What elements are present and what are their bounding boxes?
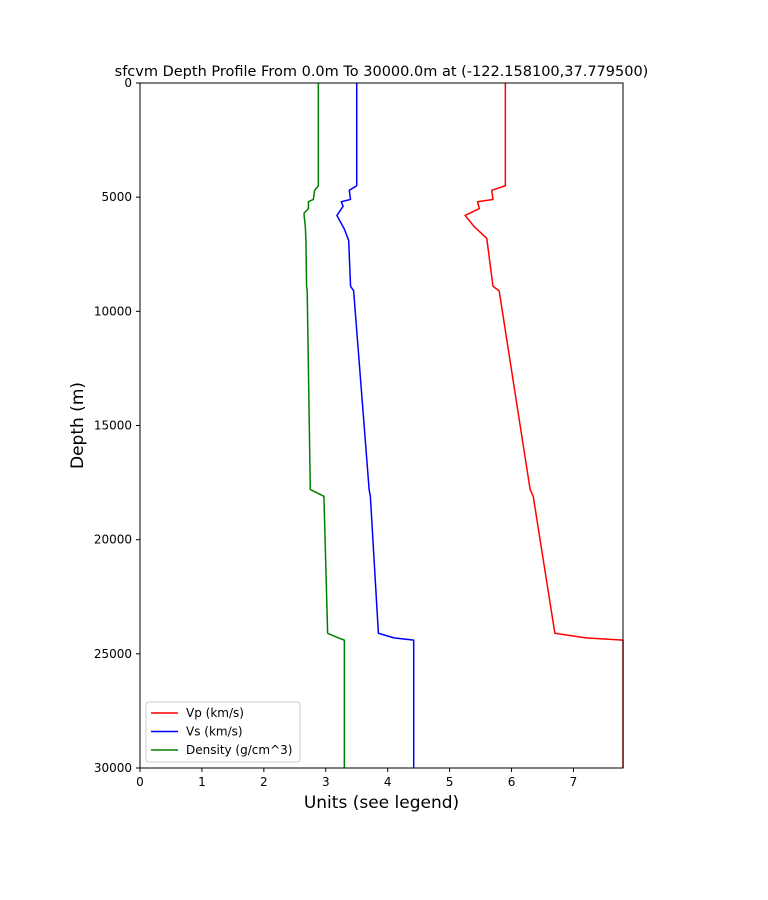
x-tick-label: 6 xyxy=(508,775,516,789)
x-tick-label: 7 xyxy=(570,775,578,789)
x-tick-label: 0 xyxy=(136,775,144,789)
series-line-0 xyxy=(464,83,624,768)
legend-label-1: Vs (km/s) xyxy=(186,725,243,739)
series-layer xyxy=(303,83,624,768)
y-axis-ticks: 0 5000 10000 15000 20000 25000 30000 xyxy=(94,76,140,775)
plot-area xyxy=(139,82,624,769)
x-tick-label: 1 xyxy=(198,775,206,789)
y-axis-label: Depth (m) xyxy=(68,382,88,469)
y-tick-label: 5000 xyxy=(101,190,132,204)
x-tick-label: 5 xyxy=(446,775,454,789)
axes-frame xyxy=(139,82,624,769)
chart-title: sfcvm Depth Profile From 0.0m To 30000.0… xyxy=(115,64,649,80)
y-tick-label: 15000 xyxy=(94,419,132,433)
y-tick-label: 20000 xyxy=(94,533,132,547)
legend: Vp (km/s) Vs (km/s) Density (g/cm^3) xyxy=(145,701,301,763)
legend-label-0: Vp (km/s) xyxy=(186,706,244,720)
x-axis-ticks: 0 1 2 3 4 5 6 7 xyxy=(136,768,577,789)
x-tick-label: 3 xyxy=(322,775,330,789)
x-tick-label: 2 xyxy=(260,775,268,789)
legend-label-2: Density (g/cm^3) xyxy=(186,743,292,757)
y-tick-label: 30000 xyxy=(94,761,132,775)
y-tick-label: 25000 xyxy=(94,647,132,661)
legend-items: Vp (km/s) Vs (km/s) Density (g/cm^3) xyxy=(151,706,292,757)
legend-box xyxy=(145,701,301,763)
x-axis-label: Units (see legend) xyxy=(304,793,459,813)
y-tick-label: 10000 xyxy=(94,304,132,318)
x-tick-label: 4 xyxy=(384,775,392,789)
series-line-2 xyxy=(303,83,346,768)
y-tick-label: 0 xyxy=(124,76,132,90)
series-line-1 xyxy=(336,83,415,768)
